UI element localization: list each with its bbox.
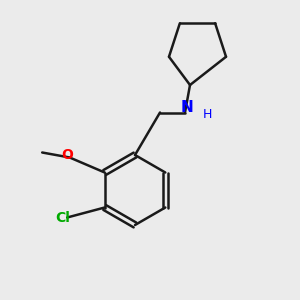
Text: H: H bbox=[203, 109, 212, 122]
Text: N: N bbox=[181, 100, 194, 115]
Text: Cl: Cl bbox=[55, 211, 70, 224]
Text: O: O bbox=[61, 148, 73, 162]
